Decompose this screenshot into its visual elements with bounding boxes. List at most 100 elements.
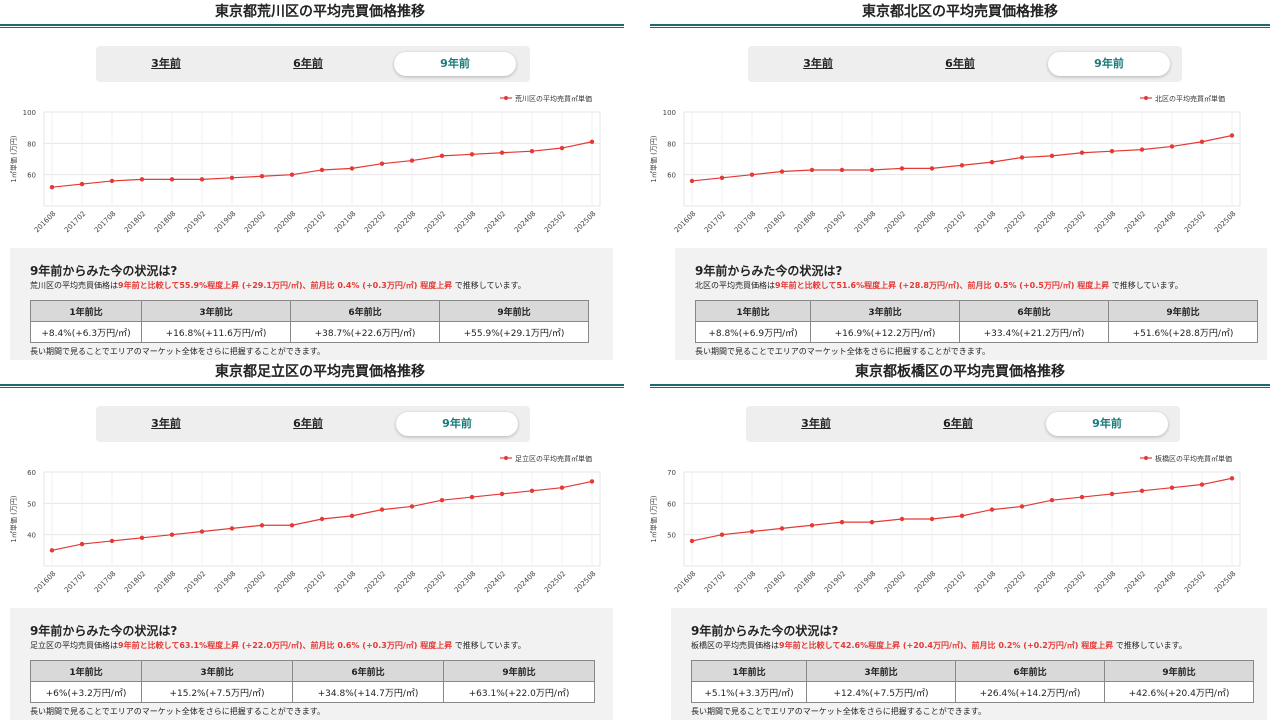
x-tick-label: 202002 — [243, 210, 268, 235]
x-tick-label: 201608 — [673, 210, 698, 235]
tab-9-years[interactable]: 9年前 — [1048, 52, 1170, 76]
x-tick-label: 202502 — [543, 210, 568, 235]
x-tick-label: 201908 — [213, 570, 238, 595]
data-point — [289, 172, 295, 177]
table-cell: +34.8%(+14.7万円/㎡) — [292, 681, 444, 703]
tab-9-years[interactable]: 9年前 — [394, 52, 516, 76]
x-tick-label: 201702 — [703, 570, 728, 595]
chart-legend: 板橋区の平均売買㎡単価 — [1140, 454, 1232, 463]
x-tick-label: 201702 — [63, 210, 88, 235]
x-tick-label: 202202 — [1003, 210, 1028, 235]
status-note: 長い期間で見ることでエリアのマーケット全体をさらに把握することができます。 — [695, 347, 990, 356]
comparison-table: 1年前比 3年前比 6年前比 9年前比 +5.1%(+3.3万円/㎡) +12.4%(+7… — [691, 660, 1254, 703]
x-tick-label: 202008 — [913, 570, 938, 595]
status-heading: 9年前からみた今の状況は? — [30, 624, 178, 638]
y-tick-label: 60 — [667, 172, 676, 180]
x-tick-label: 202008 — [913, 210, 938, 235]
data-point — [989, 507, 995, 512]
comparison-table: 1年前比 3年前比 6年前比 9年前比 +8.8%(+6.9万円/㎡) +16.9%(+1… — [695, 300, 1258, 343]
data-point — [1199, 482, 1205, 487]
tab-3-years[interactable]: 3年前 — [151, 57, 181, 70]
table-header: 9年前比 — [439, 300, 589, 322]
data-point — [1049, 153, 1055, 159]
data-point — [749, 172, 755, 177]
tab-9-years[interactable]: 9年前 — [1046, 412, 1168, 436]
x-tick-label: 202002 — [883, 570, 908, 595]
y-axis-label: 1㎡単価 (万円) — [9, 135, 18, 182]
data-point — [1169, 144, 1175, 149]
x-tick-label: 202108 — [973, 570, 998, 595]
x-tick-label: 201702 — [63, 570, 88, 595]
x-tick-label: 202108 — [333, 210, 358, 235]
title-underline — [650, 384, 1270, 388]
legend-label: 足立区の平均売買㎡単価 — [515, 454, 592, 463]
tab-6-years[interactable]: 6年前 — [293, 417, 323, 430]
data-point — [929, 166, 935, 171]
tab-9-years[interactable]: 9年前 — [396, 412, 518, 436]
table-header: 6年前比 — [955, 660, 1105, 682]
x-tick-label: 202502 — [1183, 210, 1208, 235]
data-point — [259, 523, 265, 528]
data-point — [839, 167, 845, 173]
x-tick-label: 202102 — [943, 570, 968, 595]
data-point — [1169, 485, 1175, 490]
x-tick-label: 201908 — [853, 210, 878, 235]
data-point — [1079, 494, 1085, 500]
status-text: 板橋区の平均売買価格は9年前と比較して42.6%程度上昇 (+20.4万円/㎡)… — [691, 640, 1187, 651]
table-header: 6年前比 — [290, 300, 440, 322]
data-point — [869, 519, 875, 525]
data-point — [809, 167, 815, 173]
x-tick-label: 202008 — [273, 570, 298, 595]
status-note: 長い期間で見ることでエリアのマーケット全体をさらに把握することができます。 — [691, 707, 986, 716]
x-tick-label: 202208 — [1033, 210, 1058, 235]
legend-label: 荒川区の平均売買㎡単価 — [515, 94, 592, 103]
tab-6-years[interactable]: 6年前 — [945, 57, 975, 70]
status-text: 足立区の平均売買価格は9年前と比較して63.1%程度上昇 (+22.0万円/㎡)… — [30, 640, 526, 651]
data-point — [779, 169, 785, 174]
status-highlight: 9年前と比較して42.6%程度上昇 (+20.4万円/㎡)、前月比 0.2% (… — [779, 641, 1114, 650]
x-tick-label: 202302 — [423, 210, 448, 235]
legend-label: 板橋区の平均売買㎡単価 — [1155, 454, 1232, 463]
data-point — [929, 516, 935, 522]
table-header: 9年前比 — [443, 660, 595, 682]
data-point — [499, 150, 505, 155]
table-cell: +55.9%(+29.1万円/㎡) — [439, 321, 589, 343]
table-header: 1年前比 — [30, 660, 142, 682]
tab-3-years[interactable]: 3年前 — [151, 417, 181, 430]
tab-3-years[interactable]: 3年前 — [803, 57, 833, 70]
data-point — [49, 185, 55, 190]
table-header: 3年前比 — [810, 300, 960, 322]
table-header: 6年前比 — [292, 660, 444, 682]
table-cell: +51.6%(+28.8万円/㎡) — [1108, 321, 1258, 343]
data-point — [1229, 133, 1235, 138]
data-point — [1019, 504, 1025, 509]
data-point — [959, 513, 965, 519]
y-tick-label: 60 — [27, 172, 36, 180]
period-tabs: 3年前 6年前 9年前 — [96, 46, 530, 82]
data-point — [169, 177, 175, 182]
y-axis-label: 1㎡単価 (万円) — [649, 495, 658, 542]
status-text: 荒川区の平均売買価格は9年前と比較して55.9%程度上昇 (+29.1万円/㎡)… — [30, 280, 526, 291]
y-axis-label: 1㎡単価 (万円) — [9, 495, 18, 542]
x-tick-label: 202102 — [303, 570, 328, 595]
y-tick-label: 80 — [667, 140, 676, 148]
table-header-row: 1年前比 3年前比 6年前比 9年前比 — [695, 300, 1258, 322]
status-highlight: 9年前と比較して63.1%程度上昇 (+22.0万円/㎡)、前月比 0.6% (… — [118, 641, 453, 650]
tab-3-years[interactable]: 3年前 — [801, 417, 831, 430]
x-tick-label: 201702 — [703, 210, 728, 235]
x-tick-label: 202102 — [943, 210, 968, 235]
tab-6-years[interactable]: 6年前 — [943, 417, 973, 430]
x-tick-label: 202408 — [1153, 210, 1178, 235]
table-row: +5.1%(+3.3万円/㎡) +12.4%(+7.5万円/㎡) +26.4%(+1… — [691, 681, 1254, 703]
x-tick-label: 202002 — [883, 210, 908, 235]
panel-kita: 東京都北区の平均売買価格推移 3年前 6年前 9年前 60 80 100 201608 2017… — [640, 0, 1280, 360]
tab-6-years[interactable]: 6年前 — [293, 57, 323, 70]
status-text: 北区の平均売買価格は9年前と比較して51.6%程度上昇 (+28.8万円/㎡)、… — [695, 280, 1183, 291]
table-header: 9年前比 — [1108, 300, 1258, 322]
legend-marker — [1144, 456, 1148, 460]
status-note: 長い期間で見ることでエリアのマーケット全体をさらに把握することができます。 — [30, 347, 325, 356]
data-point — [199, 177, 205, 182]
table-header: 1年前比 — [30, 300, 142, 322]
